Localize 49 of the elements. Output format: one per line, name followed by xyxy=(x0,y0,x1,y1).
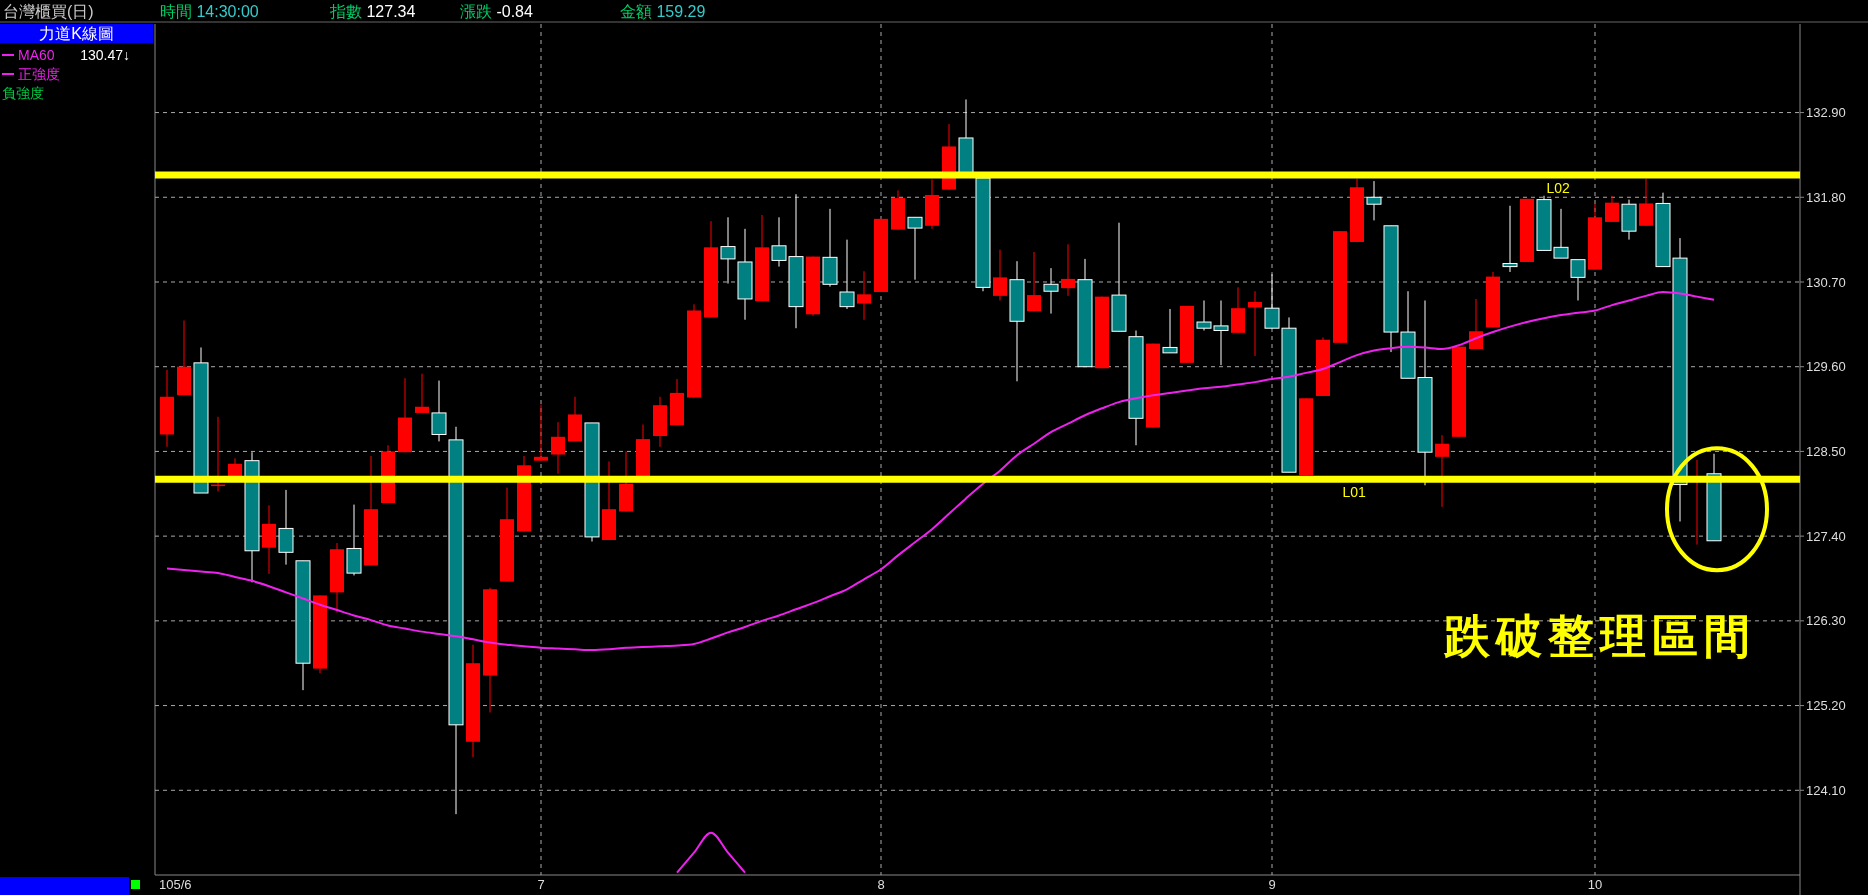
candlestick xyxy=(278,489,294,566)
y-tick-label: 130.70 xyxy=(1806,274,1846,290)
candlestick xyxy=(1061,243,1075,297)
candlestick xyxy=(1043,267,1059,315)
candlestick xyxy=(857,270,871,321)
text: 指數 127.34 xyxy=(329,3,416,20)
y-tick-label: 126.30 xyxy=(1806,613,1846,629)
annotation: 跌破整理區間 xyxy=(1443,610,1756,662)
text: 金額 159.29 xyxy=(620,3,706,20)
legend-label: MA60 xyxy=(18,47,55,63)
candlestick xyxy=(1366,180,1382,221)
y-tick-label: 132.90 xyxy=(1806,105,1846,121)
candlestick xyxy=(551,421,565,475)
x-tick-label: 9 xyxy=(1268,877,1276,892)
y-tick-label: 131.80 xyxy=(1806,189,1846,205)
candlestick xyxy=(1248,290,1262,357)
x-tick-label: 105/6 xyxy=(159,877,192,892)
text: 漲跌 -0.84 xyxy=(460,3,534,20)
text: 負強度 xyxy=(2,85,44,101)
candlestick xyxy=(1027,251,1041,312)
chart-subtitle: 力道K線圖 xyxy=(39,25,114,42)
x-tick-label: 10 xyxy=(1587,877,1603,892)
y-tick-label: 128.50 xyxy=(1806,443,1846,459)
y-tick-label: 127.40 xyxy=(1806,528,1846,544)
x-tick-label: 7 xyxy=(537,877,545,892)
candlestick xyxy=(1570,259,1586,301)
candlestick xyxy=(993,249,1007,301)
candlestick xyxy=(262,504,276,575)
y-tick-label: 125.20 xyxy=(1806,698,1846,714)
candlestick xyxy=(1162,308,1178,354)
candlestick xyxy=(1502,205,1518,273)
ref-line-label: L01 xyxy=(1342,484,1367,501)
candlestick xyxy=(907,216,923,281)
y-tick-label: 129.60 xyxy=(1806,359,1846,375)
candlestick xyxy=(720,216,736,285)
candlestick xyxy=(1605,195,1619,223)
y-tick-label: 124.10 xyxy=(1806,782,1846,798)
x-tick-label: 8 xyxy=(877,877,885,892)
candlestick xyxy=(1435,434,1449,508)
text: 時間 14:30:00 xyxy=(160,3,259,20)
candlestick xyxy=(534,403,548,462)
candlestick xyxy=(431,380,447,442)
candlestick xyxy=(839,239,855,310)
candlestick xyxy=(415,373,429,414)
candlestick xyxy=(1639,178,1653,227)
chart-title: 台灣櫃買(日) xyxy=(3,3,94,20)
text: 130.47↓ xyxy=(80,47,130,63)
ref-line-label: L02 xyxy=(1546,179,1571,196)
legend-label: 正強度 xyxy=(18,66,60,82)
